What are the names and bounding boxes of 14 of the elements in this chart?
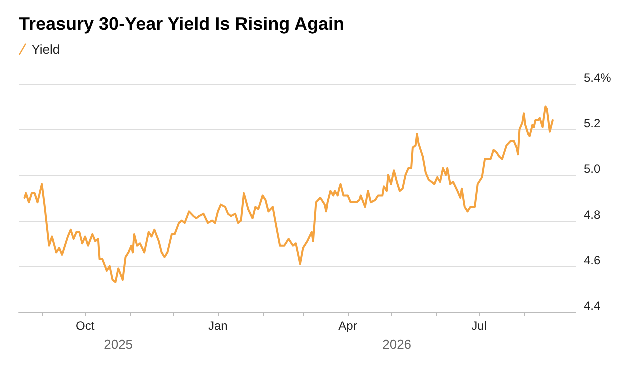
x-tick-label: Apr xyxy=(338,319,358,333)
y-tick-label: 4.4 xyxy=(584,299,602,313)
y-tick-label: 4.8 xyxy=(584,208,602,222)
y-tick-label: 5.2 xyxy=(584,116,602,131)
x-tick-label: Jan xyxy=(208,319,228,333)
x-tick-label: Oct xyxy=(76,319,96,333)
legend-label: Yield xyxy=(32,42,60,57)
y-tick-label: 5.4% xyxy=(584,71,612,85)
y-tick-label: 5.0 xyxy=(584,162,602,176)
text: 2025 xyxy=(104,337,134,352)
y-tick-label: 4.6 xyxy=(584,253,602,268)
x-tick-label: Jul xyxy=(472,319,487,333)
text: 2026 xyxy=(382,337,412,352)
chart-title: Treasury 30-Year Yield Is Rising Again xyxy=(19,14,344,34)
